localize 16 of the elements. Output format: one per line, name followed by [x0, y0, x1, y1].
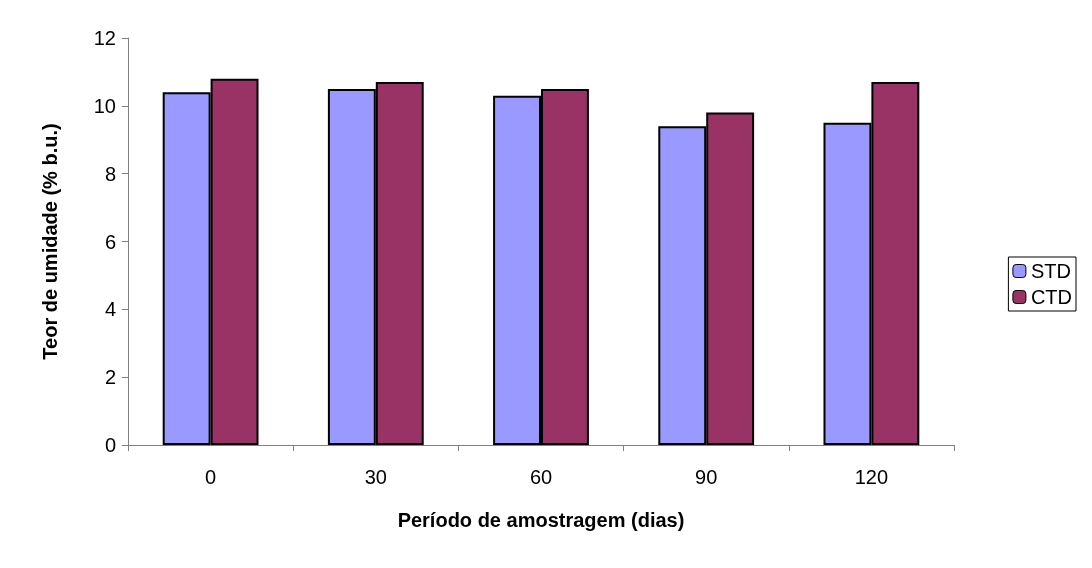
legend-label: CTD	[1030, 286, 1073, 308]
y-axis-title: Teor de umidade (% b.u.)	[39, 123, 61, 360]
y-tick-label: 8	[104, 162, 116, 185]
x-tick-label: 30	[364, 466, 387, 488]
y-tick-label: 4	[104, 298, 116, 321]
x-axis-title: Período de amostragem (dias)	[397, 509, 685, 531]
x-tick-label: 0	[205, 466, 217, 488]
x-tick-label: 120	[854, 466, 889, 488]
y-tick-label: 12	[93, 27, 116, 49]
x-tick-label: 60	[529, 466, 553, 488]
y-tick-label: 2	[104, 366, 116, 389]
legend-label: STD	[1030, 260, 1071, 282]
x-tick-label: 90	[695, 466, 718, 488]
y-tick-label: 0	[104, 434, 116, 456]
y-tick-label: 10	[93, 94, 116, 117]
y-tick-label: 6	[104, 230, 116, 253]
